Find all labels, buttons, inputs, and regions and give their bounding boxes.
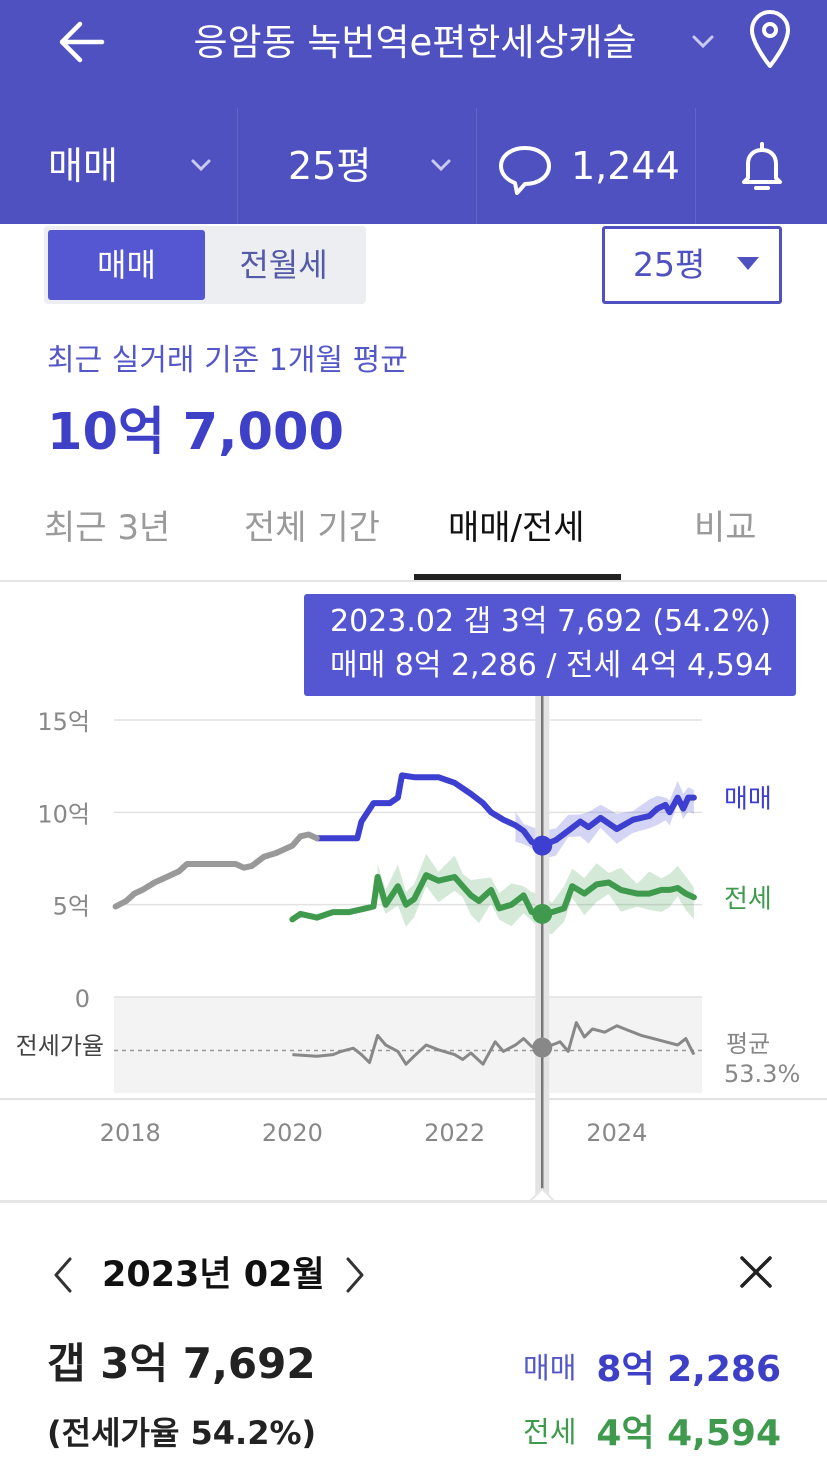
page-title[interactable]: 응암동 녹번역e편한세상캐슬: [193, 21, 637, 64]
back-button[interactable]: [52, 14, 112, 70]
ratio-axis-label: 전세가율: [16, 1032, 104, 1060]
comments-button[interactable]: 1,244: [477, 108, 696, 224]
trade-toggle: 매매 전월세: [44, 226, 366, 304]
tab-recent-3-years[interactable]: 최근 3년: [44, 508, 171, 548]
average-label: 최근 실거래 기준 1개월 평균: [47, 343, 408, 378]
chevron-right-icon: [346, 1257, 364, 1293]
next-month-button[interactable]: [340, 1255, 370, 1295]
jeonse-price-row: 전세 4억 4,594: [523, 1404, 781, 1456]
filter-bar: 매매 25평 1,244: [0, 108, 827, 224]
size-dropdown[interactable]: 25평: [238, 108, 477, 224]
tab-active-indicator: [414, 574, 621, 580]
history-line: [112, 831, 320, 910]
chart-tooltip: 2023.02 갭 3억 7,692 (54.2%) 매매 8억 2,286 /…: [304, 594, 796, 696]
y-tick-label: 15억: [37, 708, 90, 736]
x-tick-label: 2018: [100, 1119, 161, 1147]
chevron-down-icon[interactable]: [686, 24, 720, 58]
toggle-sale[interactable]: 매매: [48, 230, 205, 300]
selected-month: 2023년 02월: [102, 1255, 325, 1295]
gap-value: 갭 3억 7,692: [47, 1339, 316, 1388]
notification-button[interactable]: [696, 108, 827, 224]
jeonse-series-label: 전세: [724, 884, 772, 914]
tab-sale-jeonse[interactable]: 매매/전세: [448, 508, 585, 548]
caret-down-icon: [737, 257, 759, 270]
sale-price-row: 매매 8억 2,286: [523, 1340, 781, 1392]
prev-month-button[interactable]: [48, 1255, 78, 1295]
trade-type-dropdown[interactable]: 매매: [0, 108, 238, 224]
chevron-down-icon: [191, 159, 211, 172]
jeonse-point-marker: [532, 903, 553, 924]
speech-bubble-icon: [499, 146, 551, 195]
y-tick-label: 5억: [53, 893, 90, 921]
x-tick-label: 2022: [424, 1119, 485, 1147]
sale-series-label: 매매: [724, 785, 772, 815]
jeonse-line: [289, 872, 697, 923]
location-button[interactable]: [742, 6, 798, 72]
sale-line: [313, 772, 697, 849]
trade-type-value: 매매: [48, 144, 118, 188]
toggle-rent[interactable]: 전월세: [239, 246, 328, 284]
jeonse-value: 4억 4,594: [596, 1413, 781, 1454]
ratio-average-value: 53.3%: [724, 1060, 800, 1088]
tab-all-periods[interactable]: 전체 기간: [244, 508, 380, 548]
panel-divider: [0, 1200, 827, 1203]
top-bar: 응암동 녹번역e편한세상캐슬: [0, 0, 827, 108]
comment-count: 1,244: [571, 144, 680, 188]
sale-value: 8억 2,286: [596, 1349, 781, 1390]
x-tick-label: 2020: [262, 1119, 323, 1147]
tooltip-prices: 매매 8억 2,286 / 전세 4억 4,594: [330, 648, 773, 683]
sale-label: 매매: [523, 1351, 577, 1385]
size-value: 25평: [288, 144, 372, 188]
ratio-line: [292, 1021, 696, 1066]
jeonse-label: 전세: [523, 1415, 577, 1449]
map-pin-icon: [750, 10, 790, 68]
ratio-strip-background: [114, 997, 702, 1093]
close-button[interactable]: [734, 1250, 778, 1294]
average-price: 10억 7,000: [47, 403, 344, 462]
jeonse-ratio: (전세가율 54.2%): [47, 1414, 317, 1452]
arrow-left-icon: [59, 21, 105, 63]
close-icon: [740, 1256, 772, 1288]
sale-point-marker: [532, 835, 553, 856]
panel-caret: [527, 1187, 557, 1202]
size-select-value: 25평: [633, 245, 706, 284]
tooltip-gap: 2023.02 갭 3억 7,692 (54.2%): [330, 604, 772, 639]
divider: [0, 580, 827, 582]
bell-icon: [742, 142, 782, 190]
chevron-left-icon: [54, 1257, 72, 1293]
chevron-down-icon: [431, 159, 451, 172]
size-select[interactable]: 25평: [602, 226, 782, 304]
ratio-point-marker: [532, 1037, 553, 1058]
y-tick-label: 0: [75, 985, 90, 1013]
ratio-average-label: 평균: [726, 1030, 770, 1058]
x-tick-label: 2024: [586, 1119, 647, 1147]
y-tick-label: 10억: [37, 800, 90, 828]
tab-compare[interactable]: 비교: [694, 508, 757, 548]
